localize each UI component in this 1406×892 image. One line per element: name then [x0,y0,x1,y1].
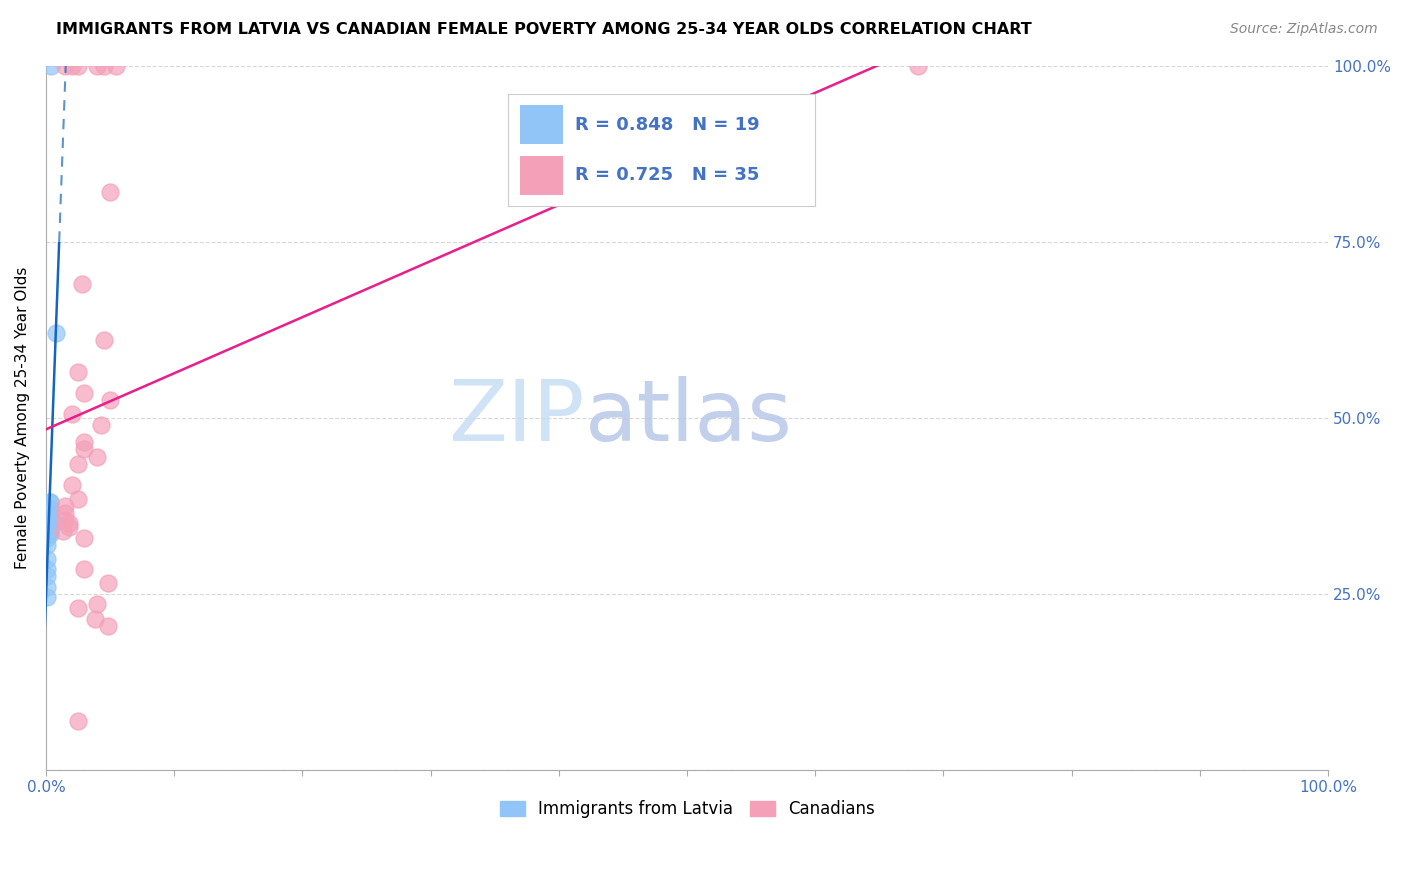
Point [66,714,89,728]
Point [86,59,108,73]
Point [73,386,96,401]
Point [66,457,89,471]
Point [37,531,59,545]
Text: atlas: atlas [585,376,793,459]
Point [93,334,115,348]
Point [98,393,121,408]
Point [37,591,59,605]
Point [66,601,89,615]
Text: ZIP: ZIP [449,376,585,459]
Point [53,59,76,73]
Legend: Immigrants from Latvia, Canadians: Immigrants from Latvia, Canadians [494,794,882,825]
Point [73,562,96,576]
Point [66,59,89,73]
Point [38,509,60,524]
Point [37,562,59,576]
Point [37,569,59,583]
Point [38,520,60,534]
Point [96,618,118,632]
Point [907,59,929,73]
Point [96,576,118,591]
Point [70,277,93,291]
Point [83,611,105,625]
Point [60,477,83,491]
Point [38,495,60,509]
Point [38,495,60,509]
Text: Source: ZipAtlas.com: Source: ZipAtlas.com [1230,22,1378,37]
Point [90,417,112,432]
Y-axis label: Female Poverty Among 25-34 Year Olds: Female Poverty Among 25-34 Year Olds [15,267,30,569]
Point [38,524,60,538]
Point [86,598,108,612]
Text: IMMIGRANTS FROM LATVIA VS CANADIAN FEMALE POVERTY AMONG 25-34 YEAR OLDS CORRELAT: IMMIGRANTS FROM LATVIA VS CANADIAN FEMAL… [56,22,1032,37]
Point [38,502,60,516]
Point [73,435,96,450]
Point [58,520,80,534]
Point [37,538,59,552]
Point [53,506,76,520]
Point [37,551,59,566]
Point [37,580,59,594]
Point [66,365,89,379]
Point [73,442,96,457]
Point [53,499,76,513]
Point [86,450,108,464]
Point [53,513,76,527]
Point [60,59,83,73]
Point [98,186,121,200]
Point [73,531,96,545]
Point [42,516,65,531]
Point [66,491,89,506]
Point [58,516,80,531]
Point [45,326,67,341]
Point [38,527,60,541]
Point [38,513,60,527]
Point [93,59,115,73]
Point [105,59,128,73]
Point [38,502,60,516]
Point [39,59,62,73]
Point [52,524,75,538]
Point [60,407,83,421]
